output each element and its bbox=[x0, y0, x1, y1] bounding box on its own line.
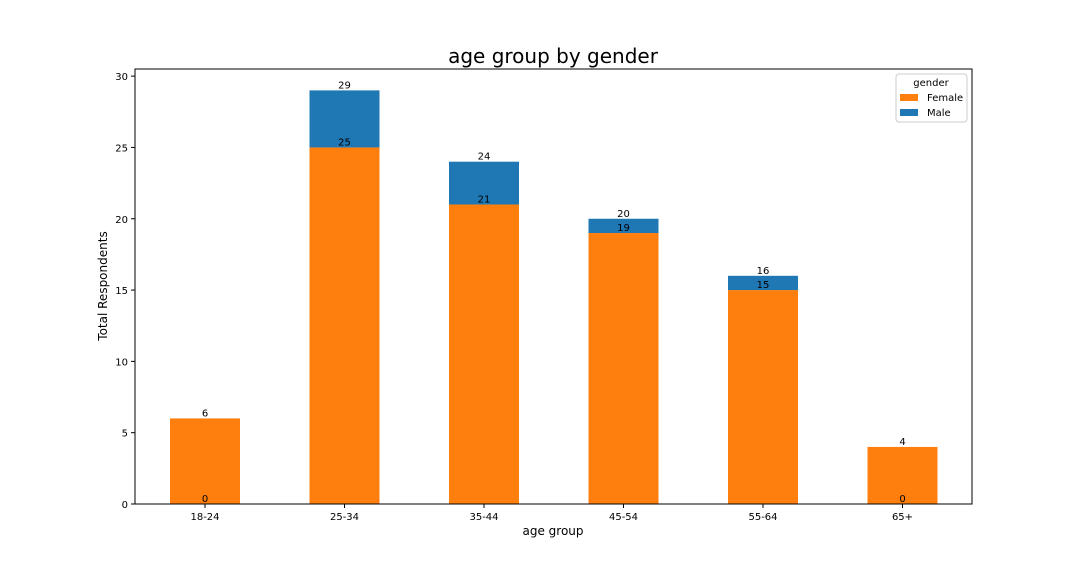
bar-male-25-34 bbox=[309, 90, 380, 148]
x-tick-label: 25-34 bbox=[330, 512, 359, 523]
bar-female-45-54 bbox=[588, 233, 659, 504]
y-tick-label: 0 bbox=[122, 500, 128, 511]
data-label-female-65+: 0 bbox=[899, 494, 905, 505]
data-label-male-45-54: 20 bbox=[617, 209, 630, 220]
chart-title: age group by gender bbox=[448, 44, 659, 68]
data-label-male-65+: 4 bbox=[899, 437, 905, 448]
bar-female-35-44 bbox=[449, 204, 519, 504]
x-tick-label: 65+ bbox=[892, 512, 913, 523]
bar-male-35-44 bbox=[449, 161, 519, 205]
data-label-male-25-34: 29 bbox=[338, 80, 351, 91]
bar-female-55-64 bbox=[728, 290, 798, 504]
x-tick-label: 35-44 bbox=[469, 512, 498, 523]
y-tick-label: 15 bbox=[115, 286, 128, 297]
data-label-male-55-64: 16 bbox=[757, 266, 770, 277]
data-label-male-35-44: 24 bbox=[478, 152, 491, 163]
y-tick-label: 20 bbox=[115, 215, 128, 226]
y-tick-label: 25 bbox=[115, 143, 128, 154]
legend-title: gender bbox=[913, 78, 949, 89]
data-label-female-55-64: 15 bbox=[757, 280, 770, 291]
plot-area: 0 6 25 29 21 24 19 20 15 16 0 4 bbox=[170, 80, 938, 505]
plot-frame bbox=[134, 68, 973, 505]
bar-male-55-64 bbox=[728, 275, 798, 291]
legend-label-female: Female bbox=[927, 93, 963, 104]
y-axis-label: Total Respondents bbox=[96, 231, 110, 341]
bar-female-25-34 bbox=[309, 147, 380, 504]
x-tick-label: 18-24 bbox=[190, 512, 219, 523]
y-tick-label: 5 bbox=[122, 429, 128, 440]
y-tick-label: 30 bbox=[115, 72, 128, 83]
legend-items: Female Male bbox=[900, 93, 963, 119]
x-tick-label: 55-64 bbox=[748, 512, 777, 523]
data-label-female-35-44: 21 bbox=[478, 194, 491, 205]
data-label-female-25-34: 25 bbox=[338, 137, 351, 148]
legend-swatch-male bbox=[900, 109, 918, 116]
x-tick-label: 45-54 bbox=[609, 512, 638, 523]
bar-female-65+ bbox=[867, 446, 938, 504]
data-label-female-45-54: 19 bbox=[617, 223, 630, 234]
y-tick-label: 10 bbox=[115, 357, 128, 368]
x-axis-label: age group bbox=[522, 524, 583, 538]
legend: gender Female Male bbox=[895, 73, 968, 123]
legend-swatch-female bbox=[900, 94, 918, 101]
bar-male-45-54 bbox=[588, 218, 659, 234]
bar-female-18-24 bbox=[170, 418, 240, 504]
data-label-male-18-24: 6 bbox=[202, 408, 208, 419]
legend-label-male: Male bbox=[927, 108, 951, 119]
axes: 0 5 10 15 20 25 30 18-24 25-34 35-44 45-54 55-64 65+ bbox=[115, 72, 913, 523]
data-label-female-18-24: 0 bbox=[202, 494, 208, 505]
